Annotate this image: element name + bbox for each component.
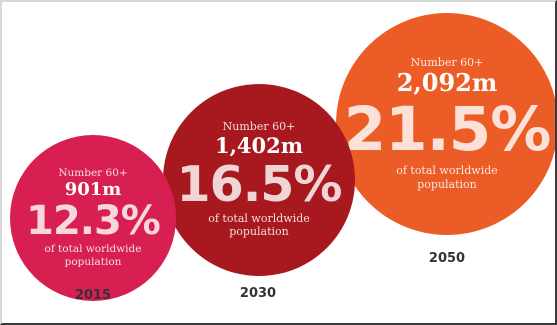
bubble-2015: Number 60+ 901m 12.3% of total worldwide…	[10, 135, 176, 301]
bubble-desc-line2: population	[229, 225, 289, 239]
bubble-desc-line2: population	[417, 177, 477, 191]
bubble-percent: 16.5%	[176, 156, 343, 214]
year-label-2050: 2050	[428, 251, 466, 266]
bubble-label: Number 60+	[222, 120, 296, 134]
bubble-count: 2,092m	[396, 67, 498, 97]
bubble-percent: 21.5%	[343, 94, 552, 166]
bubble-count: 1,402m	[215, 133, 303, 159]
bubble-desc-line1: of total worldwide	[396, 164, 498, 178]
year-label-2030: 2030	[239, 286, 277, 301]
bubble-2030: Number 60+ 1,402m 16.5% of total worldwi…	[163, 84, 355, 276]
bubble-desc-line1: of total worldwide	[208, 212, 310, 226]
bubble-label: Number 60+	[410, 56, 484, 70]
bubble-label: Number 60+	[58, 167, 128, 180]
bubble-count: 901m	[64, 178, 122, 200]
bubble-desc-line2: population	[64, 255, 122, 268]
bubble-2050: Number 60+ 2,092m 21.5% of total worldwi…	[336, 13, 555, 235]
year-label-2015: 2015	[74, 288, 112, 303]
bubble-percent: 12.3%	[26, 198, 161, 245]
bubble-desc-line1: of total worldwide	[44, 243, 142, 256]
